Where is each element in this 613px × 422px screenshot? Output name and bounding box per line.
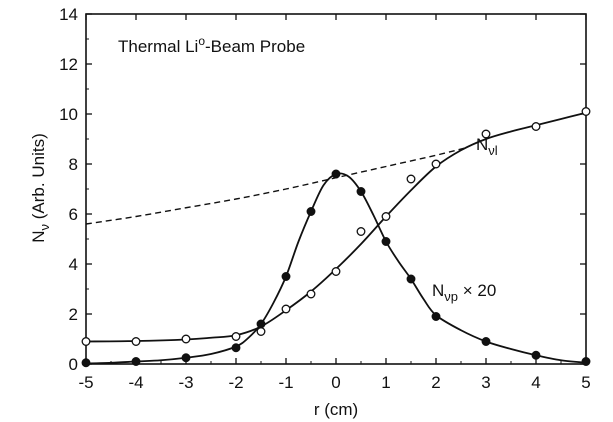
data-point-nvp bbox=[331, 169, 341, 179]
y-axis-label-subscript: ν bbox=[37, 224, 52, 231]
series-label-nvp-base: N bbox=[432, 281, 444, 300]
x-tick-label: -1 bbox=[278, 373, 293, 392]
data-point-nvp bbox=[356, 187, 366, 196]
data-point-nvl bbox=[331, 267, 341, 276]
y-tick-label: 4 bbox=[69, 255, 78, 274]
data-point-nvl bbox=[131, 337, 141, 346]
y-axis-label: Nν (Arb. Units) bbox=[29, 133, 52, 242]
series-line-0 bbox=[85, 111, 587, 343]
data-point-nvp bbox=[381, 237, 391, 246]
points-group bbox=[81, 107, 591, 368]
data-point-nvl bbox=[181, 334, 191, 344]
y-tick-label: 8 bbox=[69, 155, 78, 174]
data-point-nvl bbox=[356, 227, 366, 236]
data-point-nvp bbox=[256, 319, 266, 329]
data-point-nvp bbox=[181, 353, 191, 363]
series-label-nvp-subscript: νp bbox=[444, 289, 458, 304]
data-point-nvl bbox=[431, 159, 441, 169]
plot-area-border bbox=[85, 13, 587, 365]
y-tick-label: 2 bbox=[69, 305, 78, 324]
data-point-nvl bbox=[481, 129, 491, 139]
x-tick-label: -3 bbox=[178, 373, 193, 392]
x-tick-label: -5 bbox=[78, 373, 93, 392]
y-tick-label: 6 bbox=[69, 205, 78, 224]
dashed-extrapolation-line bbox=[85, 147, 467, 225]
data-point-nvl bbox=[81, 337, 91, 346]
data-point-nvp bbox=[406, 274, 416, 284]
y-tick-label: 0 bbox=[69, 355, 78, 374]
data-point-nvl bbox=[406, 174, 416, 184]
chart-title: Thermal Lio-Beam Probe bbox=[118, 34, 305, 56]
x-tick-label: 1 bbox=[381, 373, 390, 392]
data-point-nvp bbox=[231, 343, 241, 353]
data-point-nvl bbox=[281, 304, 291, 314]
x-axis-ticks: -5 -4 -3 -2 -1 0 1 2 3 4 5 bbox=[78, 14, 591, 392]
y-tick-label: 12 bbox=[59, 55, 78, 74]
x-tick-label: 3 bbox=[481, 373, 490, 392]
x-tick-label: 2 bbox=[431, 373, 440, 392]
series-label-nvl-subscript: νl bbox=[488, 143, 498, 158]
data-point-nvp bbox=[81, 358, 91, 368]
series-label-nvp-suffix: × 20 bbox=[458, 281, 496, 300]
y-axis-label-base: N bbox=[29, 230, 48, 242]
y-axis-ticks: 0 2 4 6 8 10 12 14 bbox=[59, 5, 586, 374]
series-group bbox=[85, 111, 587, 365]
x-tick-label: -4 bbox=[128, 373, 143, 392]
x-tick-label: 0 bbox=[331, 373, 340, 392]
y-tick-label: 14 bbox=[59, 5, 78, 24]
x-axis-label: r (cm) bbox=[314, 400, 358, 419]
data-point-nvp bbox=[431, 312, 441, 321]
data-point-nvl bbox=[256, 327, 266, 336]
plot-frame bbox=[85, 13, 587, 365]
chart-title-rest: -Beam Probe bbox=[205, 37, 305, 56]
data-point-nvp bbox=[281, 272, 291, 281]
data-point-nvl bbox=[306, 289, 316, 299]
data-point-nvp bbox=[131, 357, 141, 366]
data-point-nvl bbox=[581, 107, 591, 116]
data-point-nvl bbox=[381, 212, 391, 221]
data-point-nvp bbox=[531, 350, 541, 360]
x-tick-label: 4 bbox=[531, 373, 540, 392]
y-tick-label: 10 bbox=[59, 105, 78, 124]
data-point-nvl bbox=[231, 332, 241, 341]
data-point-nvp bbox=[306, 207, 316, 216]
x-tick-label: 5 bbox=[581, 373, 590, 392]
series-label-nvl-base: N bbox=[476, 135, 488, 154]
data-point-nvl bbox=[531, 122, 541, 131]
chart-title-main: Thermal Li bbox=[118, 37, 198, 56]
data-point-nvp bbox=[481, 337, 491, 346]
chart-title-superscript: o bbox=[198, 34, 205, 48]
x-tick-label: -2 bbox=[228, 373, 243, 392]
y-axis-label-rest: (Arb. Units) bbox=[29, 133, 48, 224]
data-point-nvp bbox=[581, 357, 591, 366]
series-label-nvl: Nνl bbox=[476, 135, 498, 158]
series-label-nvp: Nνp × 20 bbox=[432, 281, 496, 304]
